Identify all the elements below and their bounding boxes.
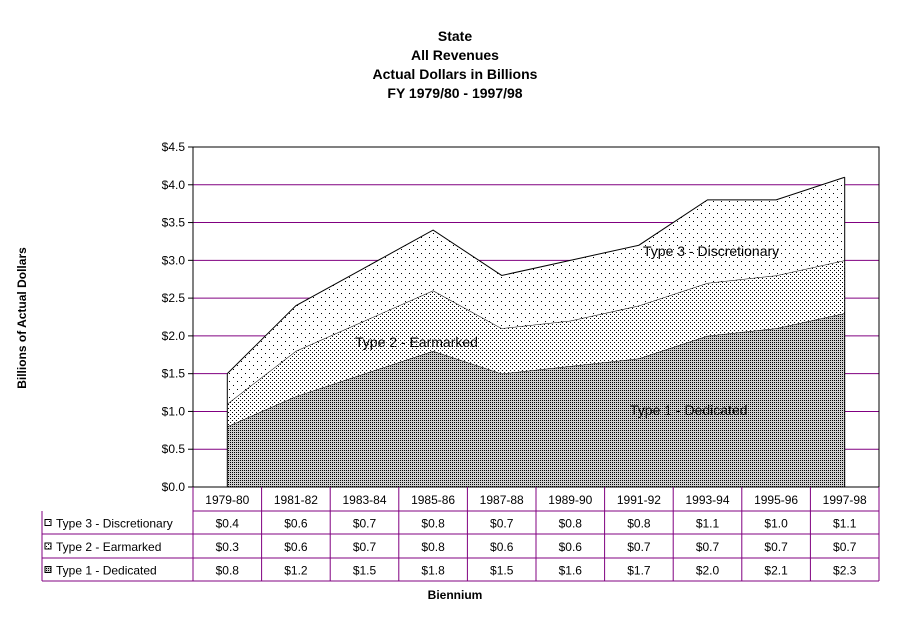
x-tick-label: 1987-88: [480, 493, 524, 507]
title-line-1: State: [437, 28, 473, 44]
legend-swatch: [44, 519, 52, 526]
x-tick-label: 1985-86: [411, 493, 455, 507]
x-tick-label: 1991-92: [617, 493, 661, 507]
y-tick-label: $1.5: [162, 367, 186, 381]
table-cell: $0.6: [559, 540, 583, 554]
table-row-label: Type 3 - Discretionary: [56, 517, 173, 531]
chart-title: State All Revenues Actual Dollars in Bil…: [0, 27, 910, 103]
x-tick-label: 1989-90: [548, 493, 592, 507]
legend-swatch: [44, 566, 52, 573]
y-tick-label: $0.5: [162, 442, 186, 456]
table-cell: $0.7: [353, 540, 377, 554]
table-cell: $0.7: [764, 540, 788, 554]
table-cell: $0.6: [490, 540, 514, 554]
data-table: 1979-80 1981-82 1983-84 1985-86 1987-88 1989-…: [41, 487, 880, 582]
title-line-3: Actual Dollars in Billions: [372, 66, 538, 82]
table-cell: $1.1: [833, 517, 857, 531]
x-axis-title: Biennium: [427, 588, 483, 602]
table-cell: $0.3: [216, 540, 240, 554]
area-type-2-earmarked: [227, 260, 845, 427]
table-cell: $2.0: [696, 564, 720, 578]
title-line-2: All Revenues: [411, 47, 499, 63]
legend-swatch: [44, 542, 52, 550]
table-cell: $0.4: [216, 517, 240, 531]
table-cell: $0.8: [627, 517, 651, 531]
x-tick-label: 1995-96: [754, 493, 798, 507]
x-tick-label: 1993-94: [685, 493, 729, 507]
area-type-3-discretionary: [227, 177, 845, 404]
y-tick-label: $2.0: [162, 329, 186, 343]
y-tick-label: $1.0: [162, 404, 186, 418]
series-label: Type 2 - Earmarked: [355, 334, 478, 350]
table-cell: $0.7: [696, 540, 720, 554]
table-cell: $1.2: [284, 564, 308, 578]
table-cell: $1.7: [627, 564, 651, 578]
y-tick-label: $0.0: [162, 480, 186, 494]
table-cell: $2.3: [833, 564, 857, 578]
table-cell: $0.7: [353, 517, 377, 531]
x-tick-label: 1979-80: [205, 493, 249, 507]
table-cell: $1.6: [559, 564, 583, 578]
series-label: Type 3 - Discretionary: [643, 243, 779, 259]
y-tick-label: $3.5: [162, 216, 186, 230]
y-tick-label: $4.5: [162, 140, 186, 154]
table-cell: $0.7: [490, 517, 514, 531]
x-tick-label: 1981-82: [274, 493, 318, 507]
table-cell: $0.8: [421, 540, 445, 554]
table-cell: $0.7: [833, 540, 857, 554]
table-cell: $0.8: [559, 517, 583, 531]
table-row-label: Type 2 - Earmarked: [56, 540, 161, 554]
series-label: Type 1 - Dedicated: [630, 402, 748, 418]
table-cell: $1.5: [353, 564, 377, 578]
table-cell: $0.6: [284, 517, 308, 531]
table-cell: $1.8: [421, 564, 445, 578]
table-cell: $1.0: [764, 517, 788, 531]
area-type-1-dedicated: [227, 313, 845, 487]
series-top-line: [226, 176, 845, 375]
table-cell: $2.1: [764, 564, 788, 578]
table-cell: $0.7: [627, 540, 651, 554]
y-axis-title: Billions of Actual Dollars: [15, 247, 29, 389]
table-cell: $1.1: [696, 517, 720, 531]
table-cell: $1.5: [490, 564, 514, 578]
y-tick-label: $2.5: [162, 291, 186, 305]
table-cell: $0.8: [216, 564, 240, 578]
x-tick-label: 1997-98: [823, 493, 867, 507]
table-row-label: Type 1 - Dedicated: [56, 564, 157, 578]
y-tick-label: $4.0: [162, 178, 186, 192]
table-cell: $0.8: [421, 517, 445, 531]
title-line-4: FY 1979/80 - 1997/98: [387, 85, 523, 101]
area-series: [226, 176, 846, 487]
y-tick-label: $3.0: [162, 253, 186, 267]
x-tick-label: 1983-84: [342, 493, 386, 507]
in-chart-labels: Type 3 - Discretionary Type 2 - Earmarked…: [355, 243, 779, 418]
table-cell: $0.6: [284, 540, 308, 554]
